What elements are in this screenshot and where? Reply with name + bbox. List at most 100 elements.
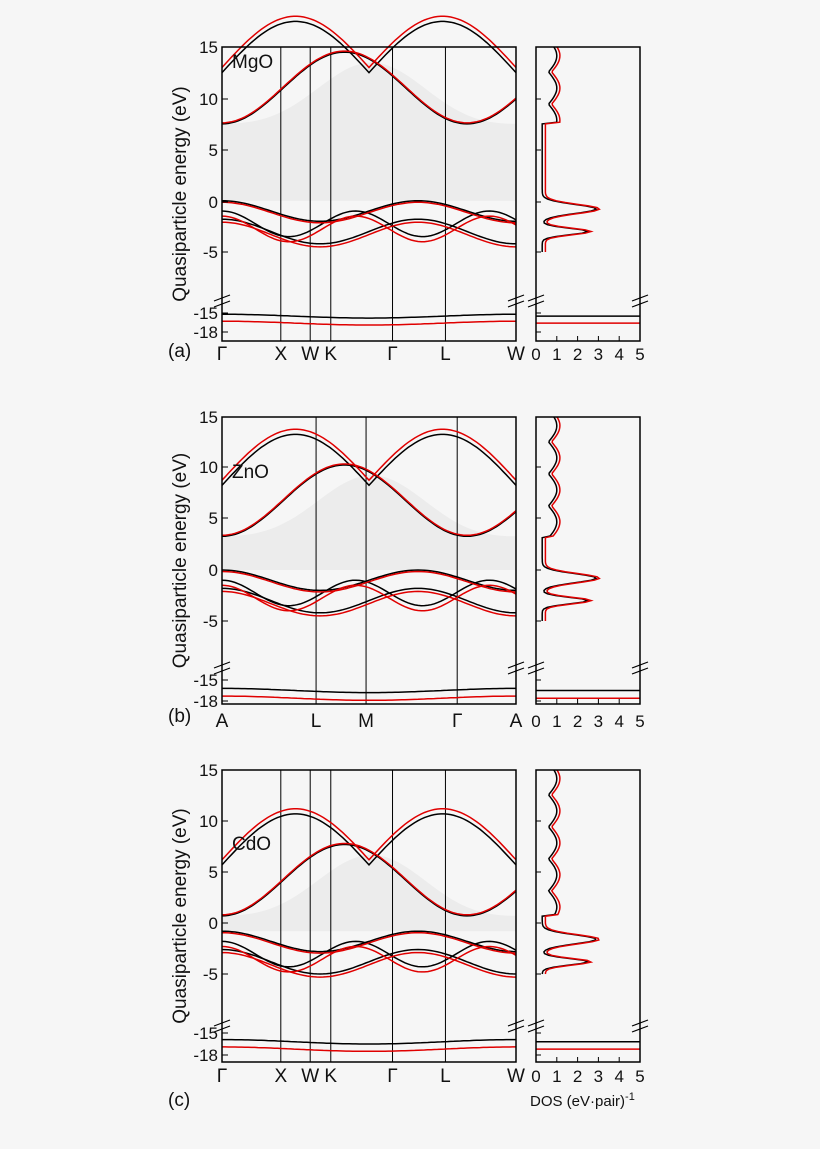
dos-plot-frame <box>535 46 641 342</box>
axis-break-mark <box>631 661 649 669</box>
axis-break-mark <box>213 1019 231 1027</box>
y-axis-title: Quasiparticle energy (eV) <box>170 453 191 668</box>
y-tick-label: 15 <box>199 408 218 427</box>
kpoint-label: Γ <box>452 711 462 732</box>
band-line <box>222 201 517 224</box>
band-line <box>222 931 517 954</box>
band-line <box>222 930 517 953</box>
band-line <box>222 951 517 978</box>
band-line <box>221 843 517 917</box>
dos-x-tick-label: 2 <box>573 712 582 731</box>
y-tick-label: 0 <box>209 914 218 933</box>
band-gap-region <box>222 854 516 932</box>
axis-break-mark <box>631 294 649 302</box>
axis-break-mark <box>213 300 231 308</box>
band-line <box>222 200 517 223</box>
kpoint-label: M <box>358 711 374 732</box>
y-tick-label: 0 <box>209 561 218 580</box>
axis-break-mark <box>507 1019 525 1027</box>
material-label: ZnO <box>232 462 269 483</box>
band-line <box>221 15 517 69</box>
band-line <box>221 948 517 975</box>
kpoint-label: X <box>274 344 287 365</box>
y-tick-label: -5 <box>203 965 218 984</box>
y-tick-label: -5 <box>203 243 218 262</box>
band-line <box>222 1038 516 1045</box>
band-plot-frame <box>221 769 517 1063</box>
dos-curve <box>541 769 597 975</box>
axis-break-mark <box>507 661 525 669</box>
y-tick-label: -18 <box>193 1046 218 1065</box>
axis-break-mark <box>507 1025 525 1033</box>
axis-break-mark <box>527 1025 545 1033</box>
y-axis-title: Quasiparticle energy (eV) <box>170 86 191 301</box>
band-gap-region <box>222 475 516 570</box>
dos-curve <box>544 769 600 975</box>
kpoint-label: W <box>301 344 319 365</box>
dos-x-tick-label: 0 <box>531 1067 540 1086</box>
y-tick-label: 0 <box>209 193 218 212</box>
y-tick-label: -5 <box>203 612 218 631</box>
axis-break-mark <box>631 1019 649 1027</box>
dos-curve <box>541 46 598 252</box>
dos-curve <box>544 416 601 621</box>
band-gap-region <box>222 62 516 201</box>
band-line <box>221 579 517 607</box>
band-line <box>222 313 516 319</box>
material-label: CdO <box>232 834 271 855</box>
y-tick-label: 10 <box>199 812 218 831</box>
kpoint-label: Γ <box>217 1066 227 1087</box>
kpoint-label: A <box>216 711 229 732</box>
y-tick-label: 10 <box>199 458 218 477</box>
kpoint-label: W <box>507 344 525 365</box>
band-line <box>221 210 517 238</box>
panel-label: (a) <box>168 341 191 362</box>
panel-label: (c) <box>168 1090 190 1111</box>
band-line <box>221 50 517 124</box>
axis-break-mark <box>631 667 649 675</box>
kpoint-label: L <box>440 344 451 365</box>
y-tick-label: 10 <box>199 90 218 109</box>
dos-x-tick-label: 3 <box>594 712 603 731</box>
band-line <box>221 218 517 245</box>
y-tick-label: -15 <box>193 671 218 690</box>
y-tick-label: 5 <box>209 141 218 160</box>
y-tick-label: 15 <box>199 38 218 57</box>
axis-break-mark <box>213 1025 231 1033</box>
kpoint-label: Γ <box>387 1066 397 1087</box>
dos-x-tick-label: 2 <box>573 345 582 364</box>
y-tick-label: -18 <box>193 323 218 342</box>
band-line <box>221 813 517 867</box>
axis-break-mark <box>507 667 525 675</box>
band-line <box>221 842 517 916</box>
dos-x-tick-label: 5 <box>635 345 644 364</box>
band-line <box>222 221 517 248</box>
dos-x-tick-label: 4 <box>614 345 623 364</box>
y-tick-label: 5 <box>209 509 218 528</box>
kpoint-label: W <box>301 1066 319 1087</box>
dos-plot-frame <box>535 416 641 705</box>
dos-x-tick-label: 4 <box>614 712 623 731</box>
dos-x-tick-label: 0 <box>531 345 540 364</box>
band-line <box>221 808 517 861</box>
kpoint-label: L <box>440 1066 451 1087</box>
axis-break-mark <box>527 300 545 308</box>
y-tick-label: -15 <box>193 1024 218 1043</box>
dos-x-tick-label: 1 <box>552 345 561 364</box>
axis-break-mark <box>527 661 545 669</box>
axis-break-mark <box>631 1025 649 1033</box>
y-tick-label: 15 <box>199 761 218 780</box>
band-line <box>221 945 517 973</box>
dos-curve <box>541 416 598 621</box>
kpoint-label: A <box>510 711 523 732</box>
panel-label: (b) <box>168 706 191 727</box>
kpoint-label: W <box>507 1066 525 1087</box>
axis-break-mark <box>507 294 525 302</box>
dos-plot-frame <box>535 769 641 1063</box>
axis-break-mark <box>507 300 525 308</box>
axis-break-mark <box>631 300 649 308</box>
